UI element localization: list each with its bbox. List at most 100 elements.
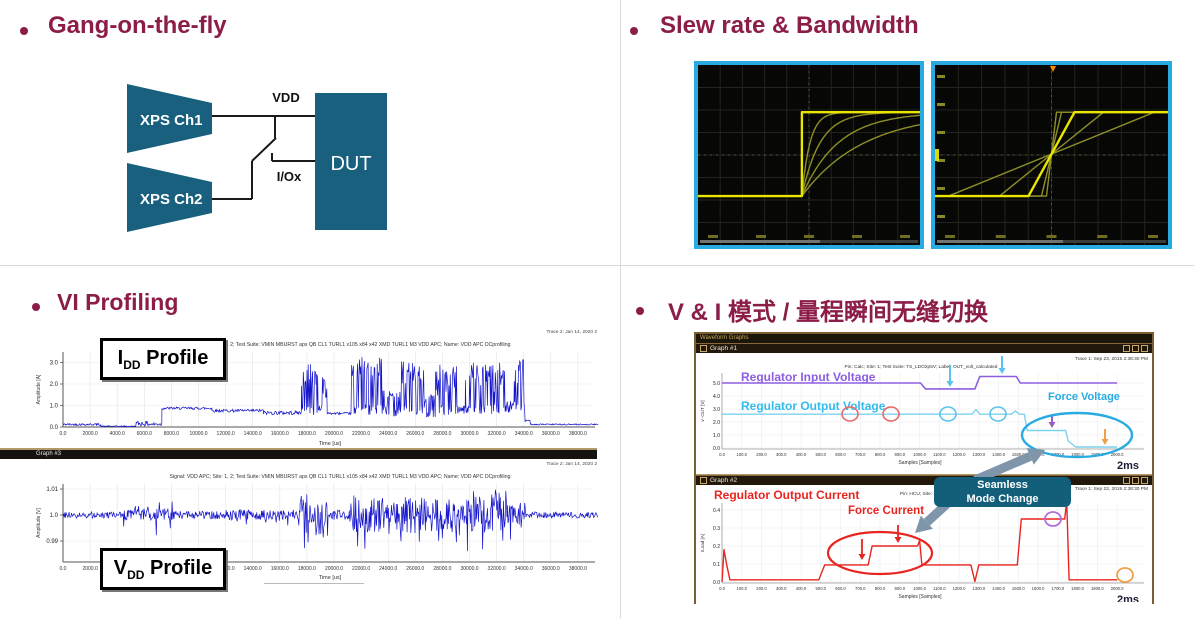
callout-line1: Seamless	[977, 479, 1028, 491]
svg-text:1.01: 1.01	[46, 487, 58, 493]
svg-text:1100.0: 1100.0	[933, 586, 946, 591]
graph2-titlebar: Graph #2	[696, 475, 1152, 485]
slew-title: Slew rate & Bandwidth	[660, 12, 919, 39]
svg-text:32000.0: 32000.0	[488, 431, 506, 437]
idd-profile-label-box: IDD Profile	[100, 338, 226, 380]
svg-text:14000.0: 14000.0	[244, 566, 262, 572]
graph1-header: Pin: Calc; Site: 1; Test Suite: TS_LDO2p…	[845, 364, 998, 370]
graph1-window-icons	[1123, 345, 1148, 352]
svg-text:200.0: 200.0	[756, 452, 767, 457]
graph1-titlebar: Graph #1	[696, 343, 1152, 353]
svg-text:0.3: 0.3	[713, 526, 720, 532]
switch-arm	[251, 137, 277, 162]
svg-text:20000.0: 20000.0	[325, 566, 343, 572]
svg-text:900.0: 900.0	[895, 452, 906, 457]
svg-text:24000.0: 24000.0	[379, 431, 397, 437]
vdd-chart-header: Signal: VDD APC; Site: 1, 2; Test Suite:…	[170, 474, 511, 480]
svg-text:1700.0: 1700.0	[1051, 452, 1064, 457]
scope-slewrate-screenshot	[931, 61, 1172, 249]
svg-text:2000.0: 2000.0	[1111, 452, 1124, 457]
maximize-icon	[1132, 477, 1139, 484]
svg-text:18000.0: 18000.0	[298, 431, 316, 437]
gang-title: Gang-on-the-fly	[48, 12, 227, 39]
svg-text:1800.0: 1800.0	[1071, 452, 1084, 457]
svg-text:0.0: 0.0	[50, 425, 59, 431]
regulator-output-current-label: Regulator Output Current	[714, 488, 859, 502]
graph2-window-icons	[1123, 477, 1148, 484]
svg-text:0.4: 0.4	[713, 508, 720, 514]
svg-text:2000.0: 2000.0	[82, 431, 98, 437]
svg-text:3.0: 3.0	[50, 361, 59, 367]
minimize-icon	[1123, 477, 1130, 484]
graph1-trace-stamp: Trace 1: Sep 23, 2015 2:38:30 PM	[1075, 356, 1148, 362]
svg-text:22000.0: 22000.0	[352, 566, 370, 572]
svg-text:0.0: 0.0	[713, 580, 720, 586]
vdd-profile-label-box: VDD Profile	[100, 548, 226, 590]
svg-text:0.2: 0.2	[713, 544, 720, 550]
vi-title: VI Profiling	[57, 289, 179, 315]
svg-text:400.0: 400.0	[796, 586, 807, 591]
svg-text:1000.0: 1000.0	[913, 586, 926, 591]
svg-text:2000.0: 2000.0	[82, 566, 98, 572]
svg-text:0.1: 0.1	[713, 562, 720, 568]
waveform-window-title: Waveform Graphs	[700, 335, 749, 341]
svg-text:2.0: 2.0	[50, 382, 59, 388]
svg-text:28000.0: 28000.0	[433, 566, 451, 572]
svg-text:1900.0: 1900.0	[1091, 586, 1104, 591]
svg-text:2.0: 2.0	[713, 420, 720, 426]
svg-text:4.0: 4.0	[713, 394, 720, 400]
svg-text:Amplitude [V]: Amplitude [V]	[36, 508, 42, 538]
svg-text:600.0: 600.0	[835, 452, 846, 457]
svg-text:36000.0: 36000.0	[542, 566, 560, 572]
svg-text:600.0: 600.0	[835, 586, 846, 591]
svg-text:26000.0: 26000.0	[406, 431, 424, 437]
svg-text:800.0: 800.0	[875, 586, 886, 591]
svg-text:900.0: 900.0	[895, 586, 906, 591]
force-current-label: Force Current	[848, 505, 924, 517]
svg-text:0.0: 0.0	[719, 452, 725, 457]
vdd-profile-chart: Trace 2: Jan 14, 2020 2 Signal: VDD APC; …	[36, 461, 599, 584]
svg-text:4000.0: 4000.0	[110, 431, 126, 437]
svg-text:0.0: 0.0	[60, 431, 67, 437]
svg-text:1400.0: 1400.0	[992, 452, 1005, 457]
svg-text:34000.0: 34000.0	[515, 431, 533, 437]
regulator-output-voltage-label: Regulator Output Voltage	[741, 399, 886, 413]
gang-diagram: XPS Ch1 XPS Ch2 DUT VDD I/Ox	[127, 84, 387, 232]
graph2-bar-label: Graph #2	[710, 476, 738, 484]
xps-ch2-label: XPS Ch2	[140, 191, 203, 208]
svg-text:0.0: 0.0	[713, 446, 720, 452]
svg-text:2000.0: 2000.0	[1111, 586, 1124, 591]
scope-bandwidth-screenshot	[694, 61, 924, 249]
svg-text:1800.0: 1800.0	[1071, 586, 1084, 591]
mode-graph1-chart: Trace 1: Sep 23, 2015 2:38:30 PM Pin: Cal…	[700, 356, 1148, 472]
svg-text:30000.0: 30000.0	[460, 566, 478, 572]
dut-box	[315, 93, 387, 230]
xps-ch1-label: XPS Ch1	[140, 112, 203, 129]
waveform-window-titlebar: Waveform Graphs	[696, 334, 1152, 343]
vdd-label: VDD	[272, 90, 299, 105]
close-icon	[1141, 477, 1148, 484]
svg-text:100.0: 100.0	[737, 452, 748, 457]
checkbox-icon	[700, 477, 707, 484]
svg-text:1.0: 1.0	[50, 513, 59, 519]
svg-text:20000.0: 20000.0	[325, 431, 343, 437]
seamless-mode-callout: Seamless Mode Change	[934, 477, 1071, 507]
svg-text:1.0: 1.0	[50, 404, 59, 410]
graph1-bar-label: Graph #1	[710, 344, 738, 352]
bullet-slew	[630, 27, 638, 35]
svg-text:0.0: 0.0	[719, 586, 725, 591]
svg-text:400.0: 400.0	[796, 452, 807, 457]
svg-text:500.0: 500.0	[816, 452, 827, 457]
svg-text:18000.0: 18000.0	[298, 566, 316, 572]
svg-text:3.0: 3.0	[713, 407, 720, 413]
timescale-label: 2ms	[1117, 460, 1139, 472]
svg-text:1700.0: 1700.0	[1051, 586, 1064, 591]
svg-text:10000.0: 10000.0	[189, 431, 207, 437]
checkbox-icon	[700, 345, 707, 352]
svg-text:26000.0: 26000.0	[406, 566, 424, 572]
svg-text:300.0: 300.0	[776, 586, 787, 591]
svg-text:36000.0: 36000.0	[542, 431, 560, 437]
vdd-label-text: VDD Profile	[113, 556, 213, 582]
